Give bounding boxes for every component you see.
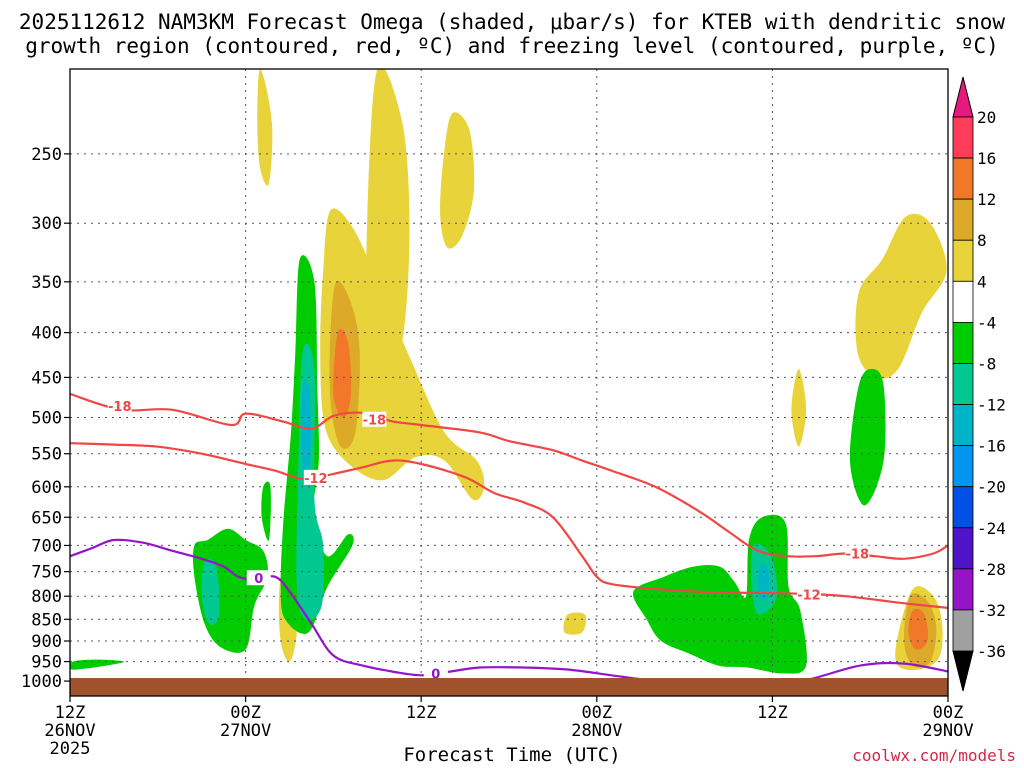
colorbar-segment [952, 363, 974, 405]
omega-region [440, 112, 475, 249]
colorbar-label: 8 [977, 231, 987, 250]
omega-colorbar: 20 16 12 8 4 -4 -8 -12 -16 -20 -24 -28 -32 -36 [952, 76, 1006, 692]
x-tick-label: 12Z [757, 703, 788, 723]
contour-label: 0 [431, 667, 440, 682]
colorbar-segment [952, 404, 974, 447]
omega-region [70, 659, 125, 670]
x-tick-label: 28NOV [571, 721, 622, 741]
colorbar-segment [952, 116, 974, 159]
y-tick-label: 400 [31, 324, 62, 344]
contour-line-minus12 [70, 442, 948, 609]
contour-label-background [107, 397, 132, 413]
colorbar-label: -32 [977, 601, 1006, 620]
y-tick-label: 850 [31, 610, 62, 630]
colorbar-label: -8 [977, 354, 996, 373]
colorbar-segment [952, 198, 974, 241]
colorbar-label: -4 [977, 313, 996, 332]
contour-label: -18 [846, 548, 870, 563]
y-tick-label: 550 [31, 445, 62, 465]
y-tick-label: 650 [31, 508, 62, 528]
colorbar-bottom-arrow [952, 650, 974, 692]
y-tick-label: 300 [31, 214, 62, 234]
watermark-link[interactable]: coolwx.com/models [852, 746, 1016, 765]
y-tick-label: 700 [31, 536, 62, 556]
omega-region [301, 379, 311, 474]
contour-label: -12 [797, 588, 821, 603]
y-tick-label: 750 [31, 563, 62, 583]
y-tick-label: 250 [31, 145, 62, 165]
colorbar-label: 20 [977, 108, 996, 127]
omega-region [261, 481, 271, 541]
colorbar-label: -16 [977, 437, 1006, 456]
x-tick-label: 00Z [581, 703, 612, 723]
colorbar-label: 16 [977, 149, 996, 168]
x-tick-label: 12Z [55, 703, 86, 723]
x-axis-label: Forecast Time (UTC) [403, 744, 621, 766]
contour-label-background [796, 586, 821, 602]
y-tick-label: 350 [31, 273, 62, 293]
colorbar-segment [952, 280, 974, 323]
x-tick-label: 00Z [230, 703, 261, 723]
omega-region [320, 208, 485, 501]
omega-region [366, 69, 410, 395]
y-tick-label: 450 [31, 368, 62, 388]
colorbar-segment [952, 239, 974, 282]
y-axis-ticks: 2503003504004505005506006507007508008509… [21, 145, 70, 692]
contour-label-background [362, 411, 387, 427]
x-tick-label: 2025 [50, 739, 91, 759]
contour-label-background [246, 570, 271, 586]
contour-line-minus18 [70, 392, 948, 560]
contour-label: -12 [304, 472, 328, 487]
colorbar-segment [952, 157, 974, 200]
colorbar-label: -28 [977, 560, 1006, 579]
contour-label: 0 [254, 572, 263, 587]
contour-layer: -18 -18 -18 -12 -12 0 0 [70, 392, 948, 685]
colorbar-label: -36 [977, 642, 1006, 661]
omega-region [333, 328, 352, 418]
omega-region [791, 368, 807, 447]
contour-label-background [303, 469, 328, 485]
y-tick-label: 800 [31, 587, 62, 607]
colorbar-label: -24 [977, 519, 1006, 538]
contour-label-background [845, 545, 870, 561]
omega-region [908, 608, 929, 650]
colorbar-label: 12 [977, 190, 996, 209]
contour-label-background [423, 665, 448, 681]
colorbar-segment [952, 568, 974, 611]
omega-region [849, 368, 886, 506]
chart-title-line-1: 2025112612 NAM3KM Forecast Omega (shaded… [18, 10, 1006, 34]
y-tick-label: 600 [31, 478, 62, 498]
colorbar-segment [952, 527, 974, 570]
y-tick-label: 500 [31, 408, 62, 428]
omega-shading-layer [70, 69, 947, 674]
colorbar-label: -20 [977, 478, 1006, 497]
colorbar-segment [952, 486, 974, 529]
chart-title-line-2: growth region (contoured, red, ºC) and f… [25, 34, 999, 58]
plot-frame [69, 68, 949, 697]
omega-region [563, 612, 587, 635]
ground-band [70, 678, 948, 696]
colorbar-label: 4 [977, 272, 987, 291]
colorbar-label: -12 [977, 396, 1006, 415]
x-tick-label: 29NOV [922, 721, 973, 741]
x-tick-label: 27NOV [220, 721, 271, 741]
omega-region [855, 213, 947, 379]
omega-region [201, 558, 220, 625]
x-tick-label: 00Z [933, 703, 964, 723]
y-tick-label: 950 [31, 653, 62, 673]
y-tick-label: 900 [31, 632, 62, 652]
x-tick-label: 26NOV [44, 721, 95, 741]
x-tick-label: 12Z [406, 703, 437, 723]
colorbar-top-arrow [952, 76, 974, 118]
omega-region [758, 564, 770, 600]
colorbar-segment [952, 445, 974, 488]
contour-label: -18 [108, 400, 132, 415]
omega-region [257, 69, 273, 186]
colorbar-segment [952, 321, 974, 364]
y-tick-label: 1000 [21, 672, 62, 692]
colorbar-segment [952, 609, 974, 652]
contour-label: -18 [363, 414, 387, 429]
